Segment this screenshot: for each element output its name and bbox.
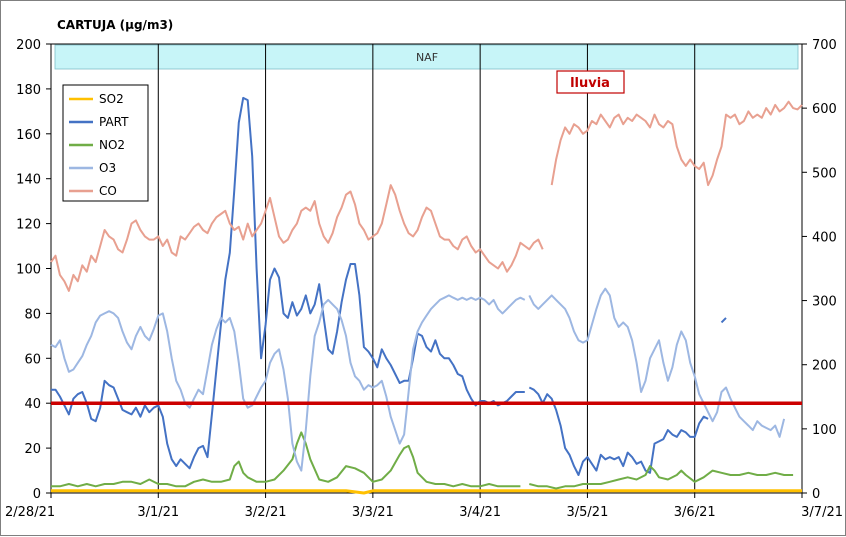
y-tick-label: 140 [16,173,41,188]
legend-box [62,84,149,202]
series-line-o3 [50,287,786,472]
right-axis-ticks: 0 100 200 300 400 500 600 700 [802,38,837,502]
y2-tick-label: 300 [812,295,837,310]
x-tick-label: 3/3/21 [352,505,394,520]
y-tick-label: 60 [24,352,41,367]
legend: SO2 PART NO2 O3 CO [62,84,149,202]
naf-band [54,44,799,70]
y-tick-label: 40 [24,397,41,412]
vertical-gridlines [157,44,696,493]
legend-label: CO [99,184,117,198]
y2-tick-label: 100 [812,423,837,438]
legend-label: PART [99,115,129,129]
naf-label: NAF [416,51,438,64]
y-tick-label: 160 [16,128,41,143]
y2-tick-label: 700 [812,38,837,53]
series-line-part [51,96,727,476]
left-axis-ticks: 0 20 40 60 80 100 120 140 160 180 200 [16,38,51,502]
x-tick-label: 3/6/21 [674,505,716,520]
x-tick-label: 3/7/21 [801,505,843,520]
y-tick-label: 100 [16,263,41,278]
y2-tick-label: 600 [812,102,837,117]
x-tick-label: 3/5/21 [567,505,609,520]
x-axis-ticks: 2/28/21 3/1/21 3/2/21 3/3/21 3/4/21 3/5/21 3/6… [5,493,843,520]
y2-tick-label: 400 [812,230,837,245]
y-tick-label: 80 [24,307,41,322]
x-tick-label: 3/4/21 [459,505,501,520]
y-tick-label: 120 [16,218,41,233]
series-line-co [50,100,803,292]
series-line-so2 [51,489,802,495]
series-lines [50,96,803,495]
x-tick-label: 3/1/21 [137,505,179,520]
x-tick-label: 2/28/21 [5,505,55,520]
legend-label: O3 [99,161,116,175]
y-tick-label: 200 [16,38,41,53]
lluvia-annotation: lluvia [570,76,610,91]
y2-tick-label: 200 [812,359,837,374]
chart-title: CARTUJA (µg/m3) [57,18,173,32]
y2-tick-label: 500 [812,166,837,181]
y-tick-label: 0 [33,487,41,502]
y2-tick-label: 0 [812,487,820,502]
y-tick-label: 20 [24,442,41,457]
legend-label: NO2 [99,138,125,152]
legend-label: SO2 [99,92,124,106]
lluvia-annotation-box [556,70,625,94]
y-tick-label: 180 [16,83,41,98]
plot-area [50,43,803,494]
x-tick-label: 3/2/21 [245,505,287,520]
